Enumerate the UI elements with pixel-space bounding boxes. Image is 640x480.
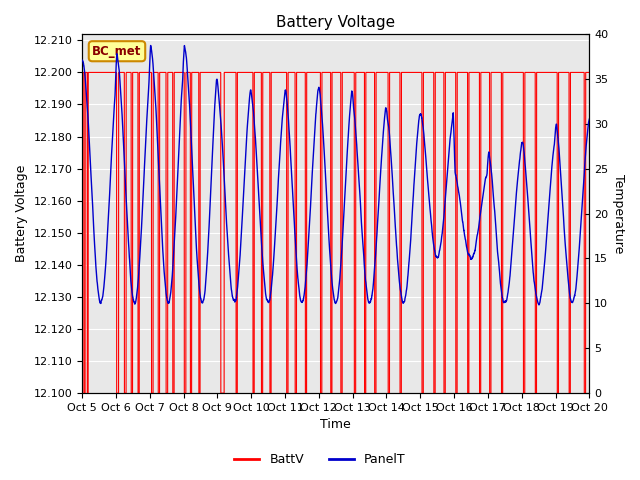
Y-axis label: Battery Voltage: Battery Voltage (15, 165, 28, 262)
Y-axis label: Temperature: Temperature (612, 174, 625, 253)
Legend: BattV, PanelT: BattV, PanelT (229, 448, 411, 471)
X-axis label: Time: Time (321, 419, 351, 432)
Text: BC_met: BC_met (92, 45, 141, 58)
Title: Battery Voltage: Battery Voltage (276, 15, 396, 30)
